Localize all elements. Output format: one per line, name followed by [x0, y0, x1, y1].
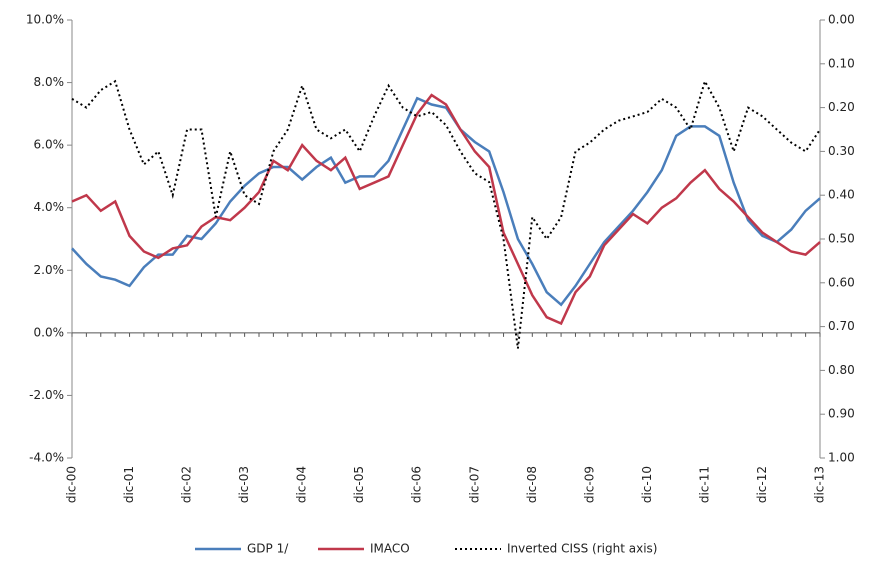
y2-tick-label: 1.00 [828, 451, 855, 465]
y-tick-label: 6.0% [34, 138, 65, 152]
y2-tick-label: 0.00 [828, 13, 855, 27]
x-tick-label: dic-09 [582, 466, 596, 503]
y2-tick-label: 0.80 [828, 363, 855, 377]
x-tick-label: dic-13 [813, 466, 827, 503]
x-tick-label: dic-07 [467, 466, 481, 503]
y2-tick-label: 0.60 [828, 275, 855, 289]
x-tick-label: dic-02 [180, 466, 194, 503]
y2-tick-label: 0.10 [828, 56, 855, 70]
y-tick-label: 10.0% [26, 13, 64, 27]
y2-tick-label: 0.40 [828, 188, 855, 202]
y-tick-label: 8.0% [34, 75, 65, 89]
y2-tick-label: 0.20 [828, 100, 855, 114]
series-line [71, 96, 821, 307]
x-tick-label: dic-01 [122, 466, 136, 503]
x-tick-label: dic-11 [697, 466, 711, 503]
x-tick-label: dic-08 [525, 466, 539, 503]
series-line [71, 93, 821, 326]
x-tick-label: dic-00 [65, 466, 79, 503]
x-tick-label: dic-12 [755, 466, 769, 503]
x-tick-label: dic-04 [295, 466, 309, 503]
y2-tick-label: 0.70 [828, 319, 855, 333]
x-tick-label: dic-03 [237, 466, 251, 503]
x-tick-label: dic-10 [640, 466, 654, 503]
y-tick-label: 2.0% [34, 263, 65, 277]
y2-tick-label: 0.30 [828, 144, 855, 158]
legend-label: Inverted CISS (right axis) [507, 542, 657, 556]
series-line [71, 78, 821, 349]
x-tick-label: dic-06 [410, 466, 424, 503]
y-tick-label: 4.0% [34, 200, 65, 214]
y2-tick-label: 0.90 [828, 407, 855, 421]
y-tick-label: -4.0% [29, 451, 64, 465]
legend-label: IMACO [370, 542, 410, 556]
y-tick-label: -2.0% [29, 388, 64, 402]
x-tick-label: dic-05 [352, 466, 366, 503]
legend-label: GDP 1/ [247, 542, 289, 556]
y2-tick-label: 0.50 [828, 232, 855, 246]
y-tick-label: 0.0% [34, 325, 65, 339]
